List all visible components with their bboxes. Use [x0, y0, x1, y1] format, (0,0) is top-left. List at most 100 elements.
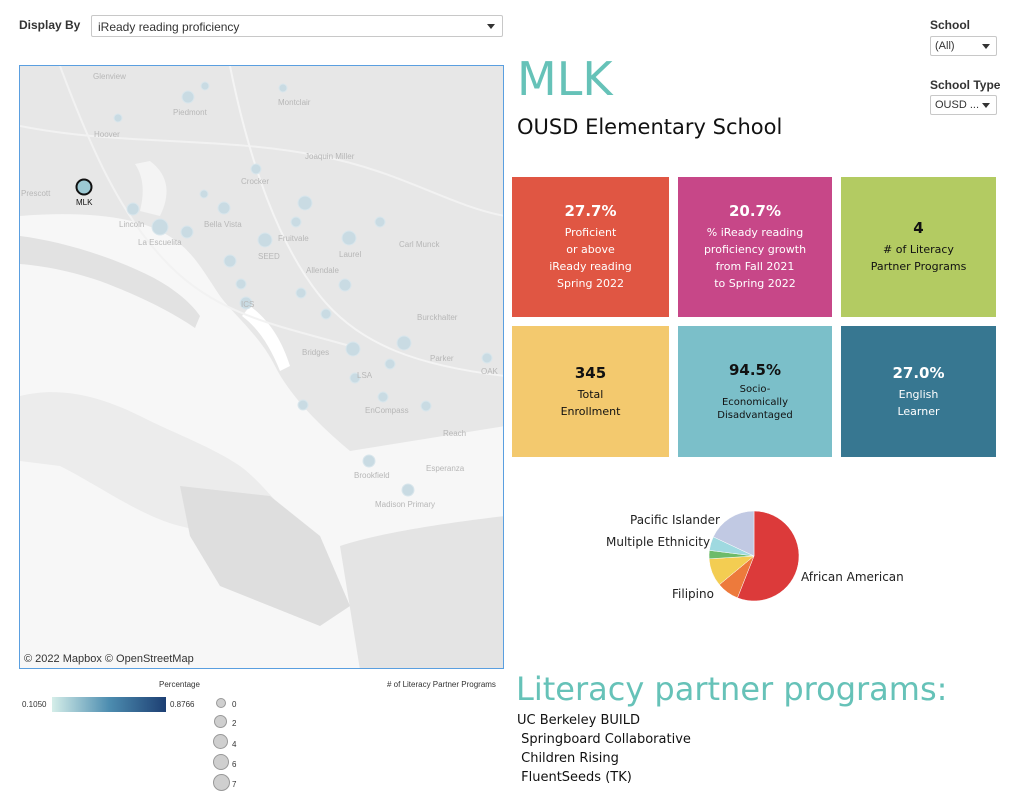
kpi-label-line: % iReady reading: [706, 226, 804, 239]
program-item: UC Berkeley BUILD: [517, 713, 641, 728]
kpi-label-line: proficiency growth: [703, 243, 807, 256]
percentage-legend-max: 0.8766: [170, 700, 195, 709]
kpi-label-line: Spring 2022: [557, 277, 624, 290]
chevron-down-icon: [982, 103, 990, 108]
map-credit[interactable]: © 2022 Mapbox © OpenStreetMap: [24, 653, 194, 665]
school-map[interactable]: Glenview Piedmont Montclair Hoover Joaqu…: [19, 65, 504, 669]
size-legend-dot: [213, 774, 230, 791]
map-place-label: Piedmont: [173, 108, 207, 117]
kpi-label-line: Socio-: [739, 384, 771, 395]
programs-title: Literacy partner programs:: [516, 670, 948, 708]
size-legend-dot: [213, 734, 228, 749]
kpi-label-line: from Fall 2021: [715, 260, 795, 273]
school-title: MLK: [517, 52, 613, 106]
map-place-label: Hoover: [94, 130, 120, 139]
kpi-label-line: or above: [566, 243, 615, 256]
pie-label-multiple-ethnicity: Multiple Ethnicity: [606, 535, 711, 549]
kpi-value: 94.5%: [728, 361, 782, 379]
kpi-value: 345: [574, 363, 607, 382]
kpi-label-line: Total: [577, 387, 604, 401]
kpi-label-line: Disadvantaged: [717, 410, 793, 421]
kpi-tile-english-learner: 27.0% English Learner: [841, 326, 996, 457]
chevron-down-icon: [487, 24, 495, 29]
percentage-legend-title: Percentage: [159, 680, 200, 689]
kpi-tile-partner-programs: 4 # of Literacy Partner Programs: [841, 177, 996, 317]
program-item: Children Rising: [517, 751, 619, 766]
pie-label-filipino: Filipino: [672, 587, 714, 601]
size-legend-value: 7: [232, 780, 237, 789]
map-place-label: EnCompass: [365, 406, 409, 415]
size-legend-title: # of Literacy Partner Programs: [387, 680, 496, 689]
map-place-label: LSA: [357, 371, 373, 380]
percentage-gradient-bar: [52, 697, 166, 712]
school-type-dropdown[interactable]: OUSD ...: [930, 95, 997, 115]
map-place-label: Burckhalter: [417, 313, 458, 322]
kpi-label-line: Enrollment: [560, 404, 621, 418]
program-item: FluentSeeds (TK): [517, 770, 632, 785]
map-place-label: Esperanza: [426, 464, 465, 473]
map-place-label: La Escuelita: [138, 238, 182, 247]
selected-school-marker: [75, 178, 93, 196]
kpi-label-line: Learner: [897, 404, 940, 418]
percentage-legend-min: 0.1050: [22, 700, 47, 709]
map-place-label: Fruitvale: [278, 234, 309, 243]
map-place-label: Montclair: [278, 98, 311, 107]
pie-label-pacific-islander: Pacific Islander: [630, 513, 720, 527]
map-place-label: Allendale: [306, 266, 339, 275]
school-subtitle: OUSD Elementary School: [517, 115, 783, 139]
display-by-label: Display By: [19, 18, 81, 32]
pie-slice-5[interactable]: [712, 510, 755, 557]
map-place-label: ICS: [241, 300, 255, 309]
kpi-value: 4: [913, 219, 924, 237]
map-place-label: Laurel: [339, 250, 362, 259]
ethnicity-pie-chart[interactable]: Pacific Islander Multiple Ethnicity Afri…: [600, 505, 920, 615]
map-place-label: Madison Primary: [375, 500, 436, 509]
kpi-label-line: Partner Programs: [870, 260, 967, 273]
school-type-filter-label: School Type: [930, 78, 1001, 92]
map-place-label: Reach: [443, 429, 467, 438]
size-legend-value: 2: [232, 719, 237, 728]
display-by-dropdown[interactable]: iReady reading proficiency: [91, 15, 503, 37]
kpi-tile-growth: 20.7% % iReady reading proficiency growt…: [678, 177, 832, 317]
selected-school-label: MLK: [76, 198, 93, 207]
map-place-label: Lincoln: [119, 220, 145, 229]
map-place-label: Parker: [430, 354, 454, 363]
kpi-label-line: Economically: [721, 397, 788, 408]
school-filter-label: School: [930, 18, 971, 32]
map-place-label: Brookfield: [354, 471, 390, 480]
size-legend-dot: [216, 698, 226, 708]
map-place-label: Bella Vista: [204, 220, 242, 229]
pie-label-african-american: African American: [801, 570, 904, 584]
school-type-value: OUSD ...: [935, 99, 980, 111]
map-place-label: OAK: [481, 367, 498, 376]
kpi-label-line: # of Literacy: [883, 243, 954, 256]
pie-svg: [708, 510, 800, 602]
kpi-tile-enrollment: 345 Total Enrollment: [512, 326, 669, 457]
map-place-label: SEED: [258, 252, 280, 261]
chevron-down-icon: [982, 44, 990, 49]
size-legend-value: 4: [232, 740, 237, 749]
pie-slice-0[interactable]: [737, 510, 800, 602]
map-place-label: Bridges: [302, 348, 330, 357]
program-item: Springboard Collaborative: [517, 732, 691, 747]
size-legend-value: 6: [232, 760, 237, 769]
kpi-label-line: English: [898, 387, 939, 401]
display-by-value: iReady reading proficiency: [98, 20, 240, 34]
map-base: [20, 66, 503, 668]
school-value: (All): [935, 40, 955, 52]
size-legend-dot: [213, 754, 229, 770]
kpi-label-line: iReady reading: [549, 260, 632, 273]
kpi-label-line: Proficient: [564, 226, 617, 239]
kpi-value: 27.7%: [564, 202, 617, 220]
map-place-label: Glenview: [93, 72, 126, 81]
kpi-tile-proficient: 27.7% Proficient or above iReady reading…: [512, 177, 669, 317]
size-legend-dot: [214, 715, 227, 728]
map-place-label: Prescott: [21, 189, 51, 198]
kpi-label-line: to Spring 2022: [714, 277, 796, 290]
kpi-value: 27.0%: [892, 363, 945, 382]
kpi-value: 20.7%: [728, 202, 782, 220]
map-place-label: Joaquin Miller: [305, 152, 355, 161]
map-place-label: Crocker: [241, 177, 270, 186]
map-place-label: Carl Munck: [399, 240, 440, 249]
school-dropdown[interactable]: (All): [930, 36, 997, 56]
